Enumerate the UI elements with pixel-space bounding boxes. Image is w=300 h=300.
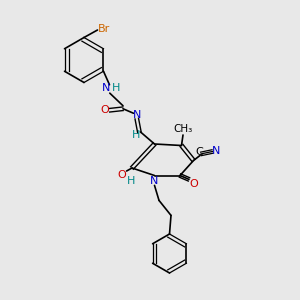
Text: H: H xyxy=(112,83,120,93)
Text: Br: Br xyxy=(98,23,110,34)
Text: O: O xyxy=(100,105,109,115)
Text: C: C xyxy=(196,147,203,158)
Text: H: H xyxy=(127,176,136,187)
Text: N: N xyxy=(150,176,159,187)
Text: N: N xyxy=(212,146,220,156)
Text: O: O xyxy=(117,170,126,181)
Text: H: H xyxy=(132,130,140,140)
Text: CH₃: CH₃ xyxy=(173,124,193,134)
Text: N: N xyxy=(101,83,110,93)
Text: N: N xyxy=(133,110,141,120)
Text: O: O xyxy=(189,179,198,189)
